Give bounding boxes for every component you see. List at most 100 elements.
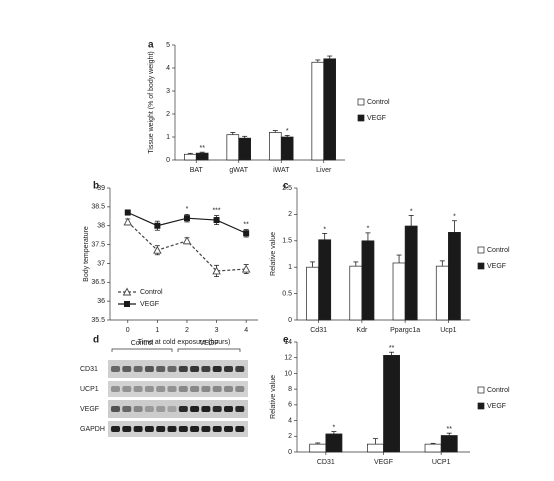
legend-label: Control — [487, 247, 510, 254]
y-tick-label: 5 — [166, 42, 170, 49]
y-tick-label: 37.5 — [91, 241, 105, 248]
blot-band — [235, 426, 245, 432]
bar — [309, 443, 327, 453]
bar — [226, 134, 240, 161]
blot-band — [133, 366, 143, 372]
legend-label: Control — [367, 99, 390, 106]
x-tick-label: 4 — [244, 327, 248, 334]
blot-band — [122, 406, 132, 412]
blot-band — [178, 406, 188, 412]
x-tick-label: Cd31 — [310, 327, 327, 334]
x-tick-label: 1 — [155, 327, 159, 334]
y-tick-label: 0.5 — [282, 290, 292, 297]
x-tick-label: VEGF — [374, 459, 393, 466]
legend-swatch — [477, 402, 485, 410]
blot-band — [235, 386, 245, 392]
bar — [361, 240, 375, 321]
panel-label: d — [93, 335, 99, 346]
blot-band — [201, 366, 211, 372]
bar — [184, 153, 197, 161]
marker — [182, 236, 192, 245]
blot-band — [133, 386, 143, 392]
blot-band — [212, 426, 222, 432]
legend-label: VEGF — [140, 301, 159, 308]
line — [127, 221, 247, 272]
y-tick-label: 12 — [284, 355, 292, 362]
blot-bands — [111, 366, 245, 432]
legend-swatch — [357, 114, 365, 122]
row-label: GAPDH — [80, 426, 105, 433]
y-tick-label: 2.5 — [282, 185, 292, 192]
legend-label: VEGF — [487, 403, 506, 410]
significance: * — [186, 206, 189, 213]
row-label: UCP1 — [80, 386, 99, 393]
bar — [440, 435, 458, 453]
y-tick-label: 6 — [288, 402, 292, 409]
y-tick-label: 38.5 — [91, 204, 105, 211]
legend-swatch — [477, 386, 485, 394]
legend-label: Control — [487, 387, 510, 394]
legend-swatch — [477, 246, 485, 254]
significance: ** — [243, 221, 249, 228]
marker — [213, 217, 220, 224]
blot-band — [167, 406, 177, 412]
marker — [154, 222, 161, 229]
blot-band — [190, 406, 200, 412]
significance: * — [286, 128, 289, 135]
blot-band — [178, 366, 188, 372]
y-tick-label: 8 — [288, 386, 292, 393]
x-tick-label: 3 — [215, 327, 219, 334]
blot-band — [224, 406, 233, 412]
blot-band — [190, 366, 200, 372]
y-tick-label: 0 — [288, 449, 292, 456]
bar — [367, 443, 384, 453]
bar — [323, 58, 336, 161]
blot-band — [224, 366, 233, 372]
marker — [183, 215, 190, 222]
blot-strip — [108, 400, 248, 418]
blot-band — [224, 426, 233, 432]
y-tick-label: 2 — [288, 433, 292, 440]
significance: * — [323, 226, 326, 233]
y-tick-label: 1 — [288, 264, 292, 271]
marker — [241, 264, 251, 273]
blot-band — [167, 386, 177, 392]
blot-band — [122, 426, 132, 432]
y-tick-label: 0 — [166, 157, 170, 164]
blot-band — [201, 406, 211, 412]
significance: * — [410, 208, 413, 215]
legend-marker — [124, 301, 130, 307]
blot-band — [111, 386, 120, 392]
y-axis-label: Relative value — [270, 375, 277, 419]
y-tick-label: 39 — [97, 185, 105, 192]
significance: *** — [212, 207, 220, 214]
blot-band — [178, 426, 188, 432]
blot-band — [144, 366, 154, 372]
significance: ** — [199, 145, 205, 152]
y-axis-label: Body temperature — [83, 226, 90, 282]
blot-band — [144, 426, 154, 432]
blot-band — [111, 426, 120, 432]
bar — [318, 239, 332, 321]
marker — [243, 230, 250, 237]
blot-strip — [108, 421, 248, 437]
y-tick-label: 35.5 — [91, 317, 105, 324]
blot-band — [212, 386, 222, 392]
bar — [349, 265, 363, 321]
legend-label: VEGF — [367, 115, 386, 122]
blot-band — [122, 386, 132, 392]
blot-band — [111, 406, 120, 412]
y-tick-label: 4 — [166, 65, 170, 72]
y-tick-label: 0 — [288, 317, 292, 324]
group-bracket — [111, 348, 241, 352]
y-tick-label: 38 — [97, 223, 105, 230]
blot-band — [167, 366, 177, 372]
marker — [212, 266, 221, 275]
bar — [424, 443, 442, 453]
bar — [280, 136, 294, 161]
row-label: VEGF — [80, 406, 99, 413]
x-axis-label: Time at cold exposure (hours) — [138, 339, 231, 346]
y-tick-label: 4 — [288, 417, 292, 424]
blot-band — [235, 406, 245, 412]
